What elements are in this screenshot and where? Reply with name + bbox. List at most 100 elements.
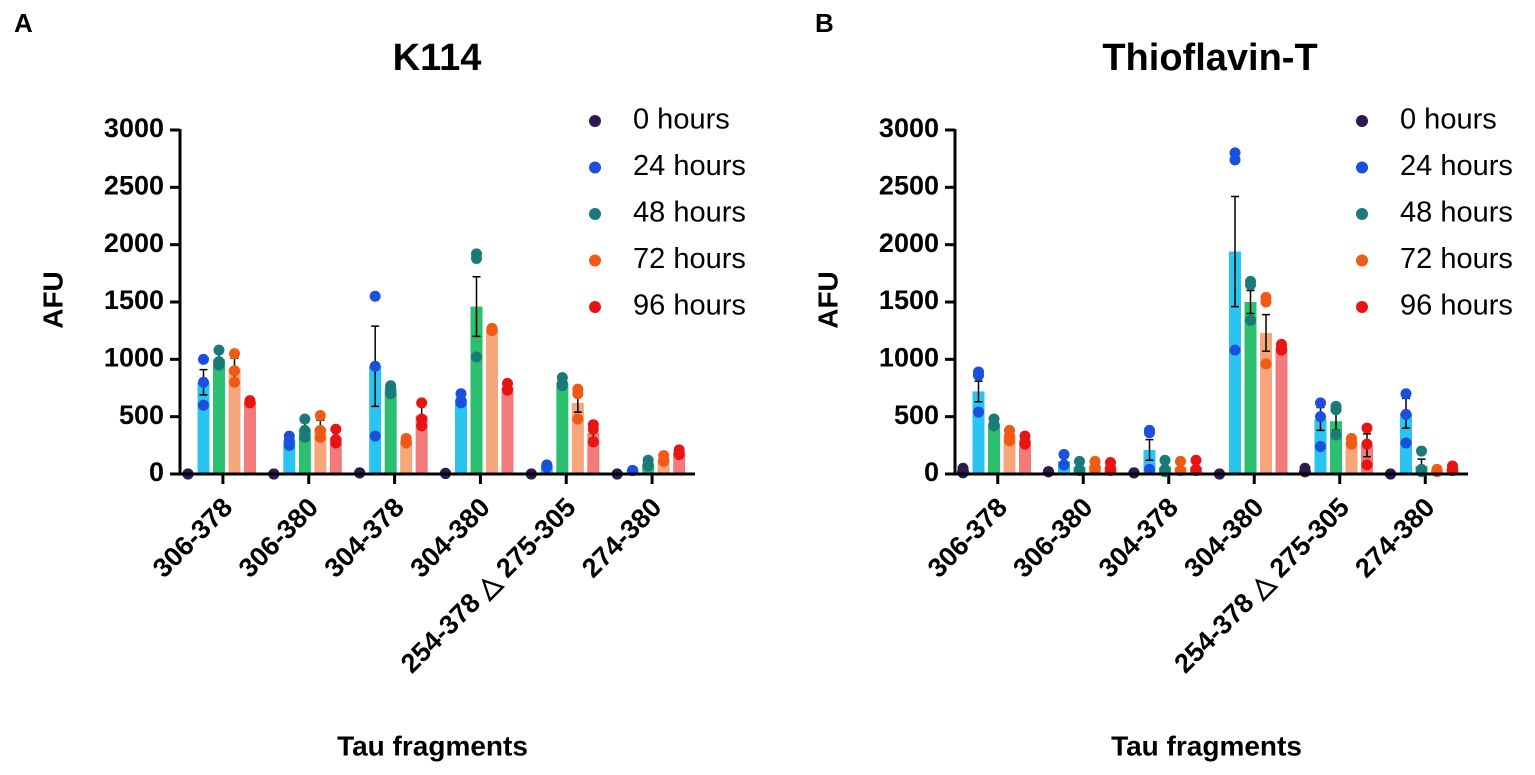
data-point [1004, 435, 1015, 447]
data-point [198, 399, 209, 411]
bar [470, 306, 483, 474]
legend-marker [1356, 301, 1368, 313]
data-point [1260, 296, 1272, 308]
x-tick-label: 304-378 [319, 492, 410, 583]
panel-label: A [14, 8, 33, 38]
data-point [213, 344, 225, 356]
bar [213, 359, 225, 474]
data-point [1400, 388, 1412, 400]
bar [228, 368, 241, 474]
data-point [988, 420, 1000, 432]
data-point [1074, 455, 1085, 467]
data-point [1229, 344, 1241, 356]
data-point [1190, 454, 1202, 466]
y-tick-label: 2500 [104, 170, 164, 200]
data-point [1144, 463, 1155, 475]
data-point [229, 376, 240, 388]
y-tick-label: 3000 [879, 113, 939, 143]
bar [400, 440, 413, 474]
legend-marker [589, 208, 601, 220]
bar [1260, 332, 1272, 474]
data-point [299, 413, 311, 425]
data-point [572, 388, 584, 400]
panel: B Thioflavin-T AFU Tau fragments 0 500 1000 150… [812, 8, 1512, 762]
data-point [673, 449, 685, 461]
x-tick-label: 274-380 [1349, 492, 1440, 583]
data-point [587, 436, 599, 448]
data-point [1361, 438, 1373, 450]
data-point [502, 383, 513, 395]
legend-label: 48 hours [633, 197, 746, 229]
y-tick-label: 3000 [104, 113, 164, 143]
data-point [1361, 459, 1373, 471]
data-point [1330, 429, 1342, 441]
data-point [1330, 404, 1342, 416]
bar [1244, 302, 1257, 474]
legend-marker [1356, 208, 1368, 220]
data-point [1276, 344, 1287, 356]
bar [384, 389, 397, 474]
data-point [400, 435, 412, 447]
panel-label: B [815, 8, 834, 38]
data-point [1245, 279, 1256, 291]
error-bar [472, 276, 481, 338]
legend-marker [589, 115, 601, 127]
data-point [369, 290, 381, 302]
data-point [369, 360, 381, 372]
bar [486, 329, 498, 474]
y-tick-label: 2000 [104, 228, 164, 258]
bar [556, 382, 569, 474]
x-tick-label: 306-380 [233, 492, 324, 583]
panel: A K114 AFU Tau fragments 0 500 1000 1500 2000 250… [14, 8, 746, 762]
legend-marker [589, 254, 601, 267]
legend-marker [1356, 161, 1368, 174]
legend-marker [1356, 254, 1368, 267]
data-point [1175, 455, 1186, 467]
legend-label: 72 hours [633, 243, 746, 275]
data-point [369, 430, 381, 442]
x-tick-label: 274-380 [576, 492, 667, 583]
data-point [213, 359, 225, 371]
x-axis-label: Tau fragments [1111, 730, 1302, 761]
legend-label: 72 hours [1400, 243, 1513, 275]
bar [197, 382, 210, 474]
data-point [1416, 466, 1427, 478]
bar [1345, 441, 1358, 474]
bar [455, 399, 467, 474]
y-tick-label: 0 [924, 457, 939, 487]
legend-label: 96 hours [633, 290, 746, 322]
data-point [541, 461, 553, 473]
y-tick-label: 500 [894, 400, 939, 430]
bar [1003, 436, 1016, 474]
error-bar [1246, 289, 1255, 315]
data-point [1058, 449, 1070, 461]
data-point [486, 324, 498, 336]
data-point [658, 455, 670, 467]
legend-label: 0 hours [1400, 104, 1497, 136]
x-tick-label: 304-378 [1093, 492, 1184, 583]
data-point [198, 376, 209, 388]
y-axis-label: AFU [812, 271, 843, 329]
data-point [642, 460, 654, 472]
data-point [314, 424, 326, 436]
data-point [973, 406, 984, 418]
data-point [1089, 463, 1101, 475]
x-tick-label: 306-380 [1007, 492, 1098, 583]
data-point [1159, 454, 1171, 466]
data-point [1315, 440, 1326, 452]
data-point [572, 413, 584, 425]
error-bar [974, 380, 983, 403]
y-axis-label: AFU [37, 271, 68, 329]
y-tick-label: 1000 [104, 342, 164, 372]
data-point [229, 365, 240, 377]
legend-label: 0 hours [633, 104, 730, 136]
data-point [1315, 411, 1326, 423]
data-point [244, 396, 256, 408]
y-tick-label: 1500 [879, 285, 939, 315]
data-point [1431, 466, 1443, 478]
data-point [471, 351, 482, 363]
data-point [973, 369, 984, 381]
data-point [1229, 154, 1241, 166]
legend-marker [589, 301, 601, 313]
bar [369, 366, 382, 474]
